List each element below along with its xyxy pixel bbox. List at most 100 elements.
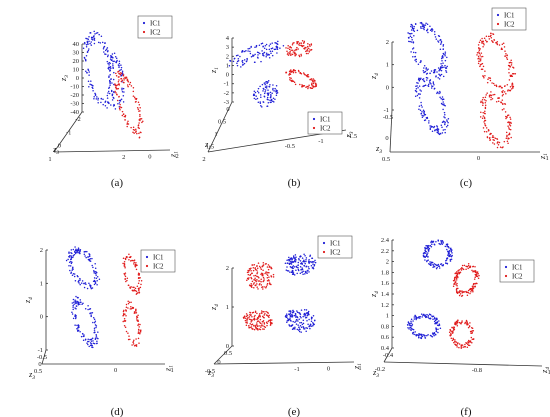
point-ic2-2-41 [511,84,513,87]
point-ic2-0-75 [251,264,253,266]
point-ic1-0-88 [68,255,70,258]
point-ic1-1-43 [421,114,423,117]
point-ic2-1-106 [456,284,458,287]
point-ic1-3-98 [288,313,290,315]
point-ic2-2-67 [511,83,513,85]
point-ic1-1-38 [94,338,97,340]
point-ic1-1-99 [439,90,441,93]
axis-right [213,361,355,365]
point-ic1-0-106 [411,38,413,41]
point-ic2-2-47 [502,42,505,44]
point-ic1-0-57 [83,253,86,255]
point-ic1-0-142 [443,53,445,56]
point-ic1-2-29 [434,322,436,325]
point-ic1-0-10 [270,52,272,55]
point-ic1-1-41 [308,267,310,270]
point-ic1-1-81 [272,87,274,90]
point-ic2-3-64 [506,140,509,143]
point-ic1-0-131 [439,39,441,42]
axis-left [207,101,233,153]
point-ic2-2-66 [285,47,287,49]
point-ic2-2-104 [514,72,517,75]
point-ic2-3-43 [124,319,127,322]
legend-label-ic2: IC2 [330,249,341,257]
point-ic1-1-7 [256,90,259,92]
point-ic2-2-123 [270,322,272,325]
point-ic2-3-20 [133,345,136,347]
point-ic1-0-30 [72,256,74,259]
point-ic1-0-52 [69,265,72,267]
point-ic2-2-111 [482,45,484,48]
point-ic1-0-78 [103,45,106,48]
point-ic1-0-63 [88,253,90,255]
point-ic2-3-38 [293,81,296,83]
point-ic1-0-68 [96,280,98,282]
legend-label-ic2: IC2 [153,263,164,271]
point-ic2-2-26 [137,108,140,111]
point-ic1-0-31 [239,55,241,58]
point-ic1-3-0 [289,312,292,315]
point-ic2-3-121 [483,112,486,115]
point-ic1-1-122 [313,261,315,263]
point-ic1-1-29 [72,317,75,320]
point-ic2-2-44 [250,324,253,326]
point-ic1-0-95 [100,101,102,104]
point-ic1-0-103 [261,42,264,45]
point-ic2-0-84 [260,278,262,280]
point-ic1-0-76 [84,282,87,284]
point-ic1-1-108 [291,269,294,272]
point-ic1-1-11 [311,267,314,269]
point-ic2-3-55 [469,340,472,342]
point-ic2-2-46 [127,123,130,125]
point-ic1-0-21 [70,249,73,251]
point-ic2-2-117 [119,73,122,76]
point-ic1-1-56 [268,86,271,88]
point-ic1-0-23 [79,279,81,281]
point-ic2-3-20 [469,322,471,324]
point-ic2-3-36 [292,71,295,74]
point-ic2-2-1 [298,42,301,44]
point-ic2-3-24 [288,72,291,74]
point-ic2-2-73 [114,86,117,88]
point-ic2-2-49 [137,273,140,276]
point-ic1-1-87 [270,99,273,102]
point-ic2-2-36 [115,75,118,77]
point-ic2-3-50 [312,85,315,87]
point-ic1-2-38 [427,316,429,318]
point-ic1-2-89 [433,317,436,320]
point-ic2-2-84 [487,78,489,81]
point-ic2-2-96 [262,320,265,322]
point-ic1-0-132 [96,96,98,98]
point-ic1-0-59 [74,249,77,252]
point-ic1-1-36 [83,334,85,336]
point-ic1-3-83 [312,323,315,326]
point-ic2-1-95 [469,292,471,295]
point-ic2-2-39 [132,90,135,93]
point-ic2-3-88 [471,338,474,340]
point-ic2-3-61 [481,98,484,101]
point-ic1-0-98 [74,252,77,255]
point-ic1-1-94 [91,346,93,348]
point-ic1-0-106 [86,250,88,253]
point-ic2-3-4 [137,314,139,316]
point-ic1-0-102 [430,264,432,266]
point-ic1-0-54 [439,69,441,71]
point-ic2-3-36 [138,326,140,328]
point-ic1-0-33 [264,44,267,47]
point-ic2-0-17 [246,277,249,280]
point-ic2-2-101 [139,118,141,121]
point-ic1-3-21 [309,327,311,330]
point-ic2-3-58 [128,301,131,304]
point-ic2-2-149 [512,86,514,89]
point-ic1-0-114 [92,89,94,92]
point-ic2-3-46 [133,311,136,313]
point-ic1-1-39 [76,302,78,304]
point-ic2-1-72 [471,285,474,287]
point-ic2-2-123 [510,59,512,62]
point-ic2-2-63 [505,57,508,59]
point-ic1-2-78 [423,334,425,336]
point-ic2-2-47 [290,53,292,55]
point-ic1-1-131 [442,103,444,106]
point-ic1-0-57 [93,97,95,100]
point-ic1-3-137 [304,315,306,317]
